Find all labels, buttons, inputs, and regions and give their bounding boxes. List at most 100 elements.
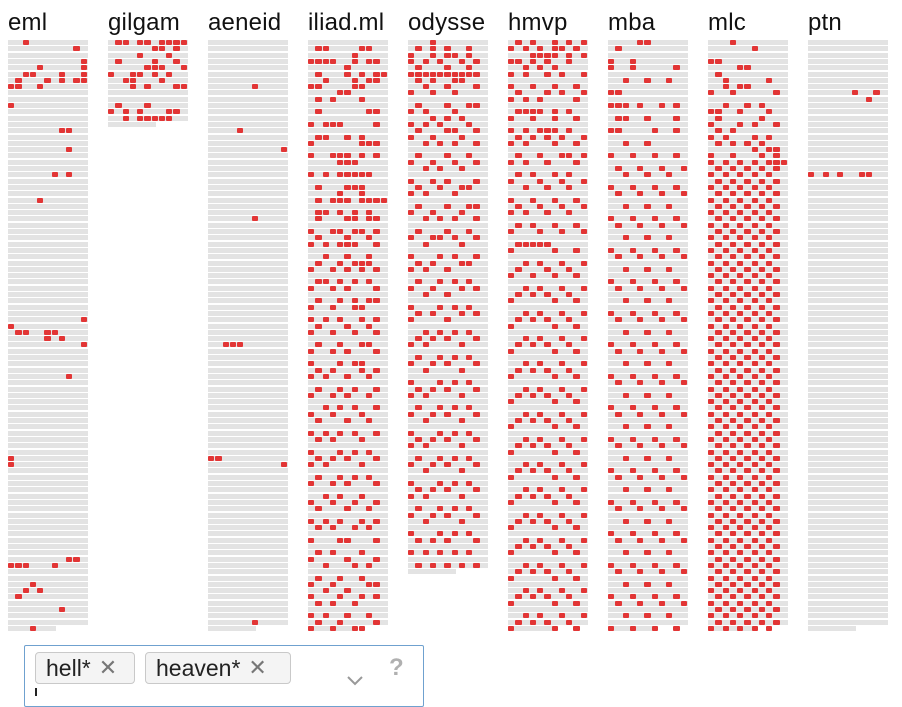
line-row[interactable] (8, 109, 88, 115)
line-row[interactable] (808, 115, 888, 121)
line-row[interactable] (408, 392, 488, 398)
line-row[interactable] (8, 481, 88, 486)
line-row[interactable] (508, 594, 588, 600)
line-row[interactable] (408, 304, 488, 310)
line-row[interactable] (8, 361, 88, 367)
line-row[interactable] (208, 436, 288, 442)
line-row[interactable] (408, 292, 488, 297)
line-row[interactable] (708, 367, 788, 373)
line-row[interactable] (308, 487, 388, 493)
line-row[interactable] (708, 474, 788, 480)
line-row[interactable] (308, 619, 388, 625)
line-row[interactable] (8, 292, 88, 297)
line-row[interactable] (8, 172, 88, 178)
line-row[interactable] (308, 481, 388, 486)
line-row[interactable] (808, 159, 888, 165)
line-row[interactable] (208, 462, 288, 468)
line-row[interactable] (608, 178, 688, 184)
line-row[interactable] (308, 537, 388, 543)
line-row[interactable] (308, 241, 388, 247)
line-row[interactable] (508, 128, 588, 134)
line-row[interactable] (808, 462, 888, 468)
line-row[interactable] (808, 317, 888, 323)
line-row[interactable] (608, 625, 680, 631)
line-row[interactable] (308, 329, 388, 335)
line-row[interactable] (308, 474, 388, 480)
line-row[interactable] (308, 235, 388, 241)
line-row[interactable] (308, 266, 388, 272)
line-row[interactable] (408, 367, 488, 373)
line-row[interactable] (708, 241, 788, 247)
line-row[interactable] (508, 96, 588, 102)
line-row[interactable] (508, 247, 588, 253)
line-row[interactable] (108, 90, 188, 96)
line-row[interactable] (208, 418, 288, 423)
line-row[interactable] (508, 40, 588, 45)
line-row[interactable] (708, 380, 788, 386)
line-row[interactable] (608, 499, 688, 505)
line-row[interactable] (508, 184, 588, 190)
line-row[interactable] (608, 367, 688, 373)
line-row[interactable] (408, 449, 488, 455)
line-row[interactable] (408, 147, 488, 153)
line-row[interactable] (808, 266, 888, 272)
line-row[interactable] (808, 273, 888, 279)
line-row[interactable] (208, 600, 288, 606)
line-row[interactable] (808, 481, 888, 486)
line-row[interactable] (208, 109, 288, 115)
line-row[interactable] (608, 600, 688, 606)
line-row[interactable] (808, 455, 888, 461)
line-row[interactable] (208, 210, 288, 216)
line-row[interactable] (308, 531, 388, 537)
line-row[interactable] (308, 159, 388, 165)
line-row[interactable] (408, 273, 488, 279)
line-row[interactable] (208, 342, 288, 348)
line-row[interactable] (508, 323, 588, 329)
line-row[interactable] (408, 550, 488, 556)
line-row[interactable] (508, 266, 588, 272)
line-row[interactable] (508, 153, 588, 159)
line-row[interactable] (808, 58, 888, 64)
line-row[interactable] (508, 462, 588, 468)
line-row[interactable] (308, 544, 388, 549)
line-row[interactable] (308, 147, 388, 153)
line-row[interactable] (8, 140, 88, 146)
line-row[interactable] (708, 159, 788, 165)
line-row[interactable] (808, 310, 888, 316)
line-row[interactable] (608, 525, 688, 531)
line-row[interactable] (608, 424, 688, 430)
line-row[interactable] (8, 424, 88, 430)
line-row[interactable] (8, 512, 88, 518)
remove-tag-icon[interactable]: ✕ (98, 655, 118, 680)
line-row[interactable] (608, 317, 688, 323)
line-row[interactable] (608, 323, 688, 329)
line-row[interactable] (608, 273, 688, 279)
line-row[interactable] (508, 436, 588, 442)
line-row[interactable] (508, 575, 588, 581)
line-row[interactable] (508, 468, 588, 474)
line-row[interactable] (308, 355, 388, 360)
line-row[interactable] (508, 405, 588, 411)
line-row[interactable] (508, 499, 588, 505)
line-row[interactable] (208, 581, 288, 587)
line-row[interactable] (208, 285, 288, 291)
line-row[interactable] (808, 184, 888, 190)
line-row[interactable] (608, 121, 688, 127)
line-row[interactable] (708, 418, 788, 423)
line-row[interactable] (608, 481, 688, 486)
line-row[interactable] (608, 140, 688, 146)
line-row[interactable] (508, 84, 588, 90)
line-row[interactable] (708, 562, 788, 568)
line-row[interactable] (808, 84, 888, 90)
line-row[interactable] (608, 430, 688, 436)
line-row[interactable] (708, 317, 788, 323)
line-row[interactable] (608, 115, 688, 121)
line-row[interactable] (308, 203, 388, 209)
line-row[interactable] (808, 153, 888, 159)
line-row[interactable] (708, 613, 788, 619)
line-row[interactable] (8, 468, 88, 474)
document-title[interactable]: mlc (708, 9, 746, 36)
line-row[interactable] (8, 537, 88, 543)
line-row[interactable] (8, 581, 88, 587)
line-row[interactable] (208, 153, 288, 159)
